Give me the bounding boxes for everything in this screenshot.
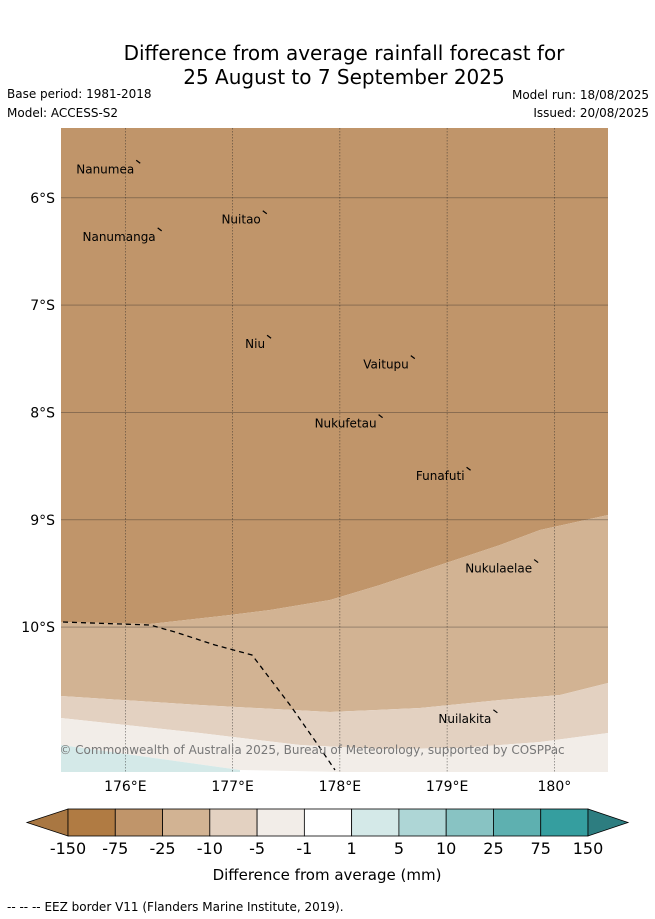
island-shape	[135, 159, 141, 164]
island-niu: Niu	[245, 334, 272, 351]
eez-border	[62, 621, 336, 771]
island-label: Vaitupu	[363, 358, 409, 372]
colorbar-tick-label: -150	[50, 839, 86, 858]
graticule	[61, 128, 608, 772]
island-label: Nanumea	[76, 162, 134, 176]
island-nanumanga: Nanumanga	[83, 227, 163, 244]
island-vaitupu: Vaitupu	[363, 355, 416, 372]
colorbar-swatch	[162, 808, 211, 837]
colorbar-swatch	[493, 808, 542, 837]
issued-date: Issued: 20/08/2025	[533, 106, 649, 120]
island-nuitao: Nuitao	[221, 210, 268, 227]
lat-tick-label: 10°S	[21, 620, 55, 636]
lat-tick-label: 8°S	[30, 405, 55, 421]
island-shape	[493, 709, 498, 714]
colorbar-swatch	[351, 808, 400, 837]
island-shape	[533, 559, 539, 564]
colorbar-extend-low	[25, 808, 69, 837]
island-label: Nanumanga	[83, 230, 156, 244]
title-line-2: 25 August to 7 September 2025	[183, 65, 505, 89]
colorbar-swatch	[114, 808, 163, 837]
island-nanumea: Nanumea	[76, 159, 141, 176]
lat-tick-label: 7°S	[30, 298, 55, 314]
copyright-notice: © Commonwealth of Australia 2025, Bureau…	[59, 743, 564, 757]
colorbar-swatch	[209, 808, 258, 837]
colorbar-scale: -150 -75 -25 -10 -5 -1 1 5 10 25 75 150	[25, 808, 630, 858]
axis-ticks: 176°E 177°E 178°E 179°E 180° 6°S 7°S 8°S 9°S 10°S	[21, 191, 571, 795]
map-title: Difference from average rainfall forecas…	[0, 41, 655, 89]
colorbar-tick-label: -25	[149, 839, 175, 858]
eez-legend-symbol: -- -- --	[7, 900, 41, 914]
lat-tick-label: 6°S	[30, 191, 55, 207]
model-name: Model: ACCESS-S2	[7, 106, 119, 120]
band-dry-75-25	[61, 128, 608, 624]
band-dry-25-10	[61, 515, 608, 712]
colorbar-tick-label: 5	[394, 839, 404, 858]
colorbar-label: Difference from average (mm)	[213, 866, 442, 884]
band-dry-10-5	[61, 683, 608, 749]
lon-tick-label: 178°E	[319, 779, 362, 795]
colorbar-tick-label: 10	[436, 839, 456, 858]
colorbar-swatch	[67, 808, 116, 837]
island-shape	[262, 210, 268, 215]
colorbar-tick-label: -10	[197, 839, 223, 858]
island-label: Nuitao	[221, 213, 260, 227]
lon-tick-label: 179°E	[426, 779, 469, 795]
lon-tick-label: 176°E	[104, 779, 147, 795]
colorbar-swatch	[445, 808, 494, 837]
colorbar-tick-label: 75	[531, 839, 551, 858]
island-label: Niu	[245, 337, 265, 351]
island-label: Nuilakita	[438, 712, 491, 726]
colorbar-swatch	[303, 808, 353, 837]
island-nukufetau: Nukufetau	[315, 414, 383, 431]
colorbar-extend-high	[587, 808, 630, 837]
island-funafuti: Funafuti	[416, 466, 471, 483]
eez-legend: -- -- -- EEZ border V11 (Flanders Marine…	[7, 900, 344, 914]
band-wet-1-5	[61, 745, 240, 772]
model-run: Model run: 18/08/2025	[511, 88, 649, 102]
eez-legend-text: EEZ border V11 (Flanders Marine Institut…	[44, 900, 344, 914]
lon-tick-label: 180°	[538, 779, 572, 795]
colorbar-tick-label: -75	[102, 839, 128, 858]
island-shape	[157, 227, 163, 232]
lon-tick-label: 177°E	[211, 779, 254, 795]
island-shape	[466, 466, 471, 471]
title-line-1: Difference from average rainfall forecas…	[123, 41, 565, 65]
island-shape	[410, 355, 416, 360]
island-nukulaelae: Nukulaelae	[465, 559, 539, 576]
colorbar-swatch	[398, 808, 447, 837]
island-shape	[266, 334, 272, 339]
colorbar-swatch	[540, 808, 589, 837]
islands-layer: Nanumea Nuitao Nanumanga Niu Vaitupu Nukufeta…	[76, 159, 539, 726]
lat-tick-label: 9°S	[30, 513, 55, 529]
island-label: Funafuti	[416, 469, 465, 483]
island-shape	[378, 414, 383, 419]
island-nuilakita: Nuilakita	[438, 709, 498, 726]
map-area: Nanumea Nuitao Nanumanga Niu Vaitupu Nukufeta…	[21, 128, 608, 795]
base-period: Base period: 1981-2018	[7, 87, 152, 101]
band-dry-5-1	[61, 718, 608, 772]
colorbar-tick-label: 25	[483, 839, 503, 858]
island-label: Nukulaelae	[465, 562, 532, 576]
colorbar-tick-label: 150	[573, 839, 604, 858]
colorbar-tick-label: -1	[296, 839, 312, 858]
island-label: Nukufetau	[315, 417, 377, 431]
colorbar-tick-label: 1	[347, 839, 357, 858]
colorbar-tick-label: -5	[249, 839, 265, 858]
colorbar-swatch	[256, 808, 305, 837]
